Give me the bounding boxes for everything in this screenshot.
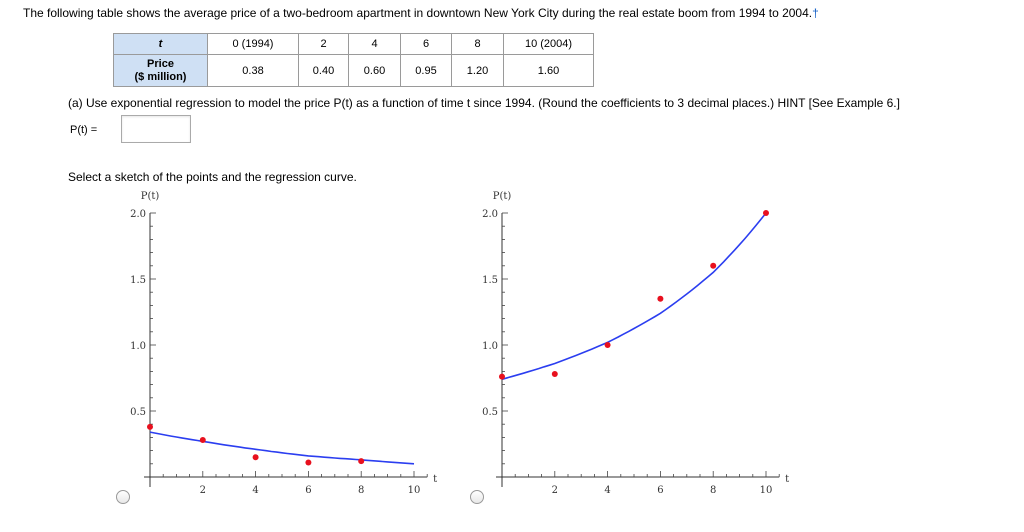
intro-text: The following table shows the average pr… [23, 6, 819, 20]
data-point [252, 454, 259, 461]
question-text: (a) Use exponential regression to model … [68, 96, 900, 110]
answer-label: P(t) = [70, 124, 98, 136]
x-tick-label: 8 [358, 485, 364, 496]
y-tick-label: 0.5 [130, 407, 146, 418]
x-tick-label: 6 [305, 485, 311, 496]
footnote-dagger-link[interactable]: † [812, 6, 819, 20]
x-tick-label: 2 [200, 485, 206, 496]
table-cell: 0.95 [400, 54, 452, 87]
y-tick-label: 1.0 [482, 341, 498, 352]
table-cell: 10 (2004) [503, 33, 594, 55]
x-tick-label: 10 [760, 485, 773, 496]
table-cell: 6 [400, 33, 452, 55]
y-tick-label: 1.5 [482, 275, 498, 286]
table-cell: 0 (1994) [207, 33, 299, 55]
y-tick-label: 1.5 [130, 275, 146, 286]
x-tick-label: 4 [604, 485, 610, 496]
data-point [763, 210, 769, 216]
table-header-price: Price ($ million) [113, 54, 208, 87]
option-a-graph: 2 4 6 8 10 0.5 1.0 1.5 2.0 P(t) t [130, 191, 437, 496]
table-row-price: Price ($ million) 0.38 0.40 0.60 0.95 1.2… [113, 54, 594, 87]
regression-curve [149, 431, 415, 465]
data-point [657, 295, 664, 302]
x-tick-label: 10 [408, 485, 421, 496]
table-header-t: t [113, 33, 208, 55]
table-cell: 0.40 [298, 54, 349, 87]
y-tick-label: 1.0 [130, 341, 146, 352]
y-axis-label: P(t) [493, 191, 512, 202]
table-cell: 2 [298, 33, 349, 55]
data-point [499, 373, 505, 380]
data-point [199, 437, 206, 444]
data-point [147, 423, 153, 430]
table-cell: 0.60 [348, 54, 401, 87]
table-row-t: t 0 (1994) 2 4 6 8 10 (2004) [113, 33, 594, 55]
option-a-radio[interactable] [116, 490, 130, 504]
sketch-prompt: Select a sketch of the points and the re… [68, 170, 357, 184]
y-axis-label: P(t) [141, 191, 160, 202]
table-cell: 4 [348, 33, 401, 55]
data-point [604, 342, 611, 348]
price-table: t 0 (1994) 2 4 6 8 10 (2004) Price ($ mil… [113, 33, 594, 87]
x-tick-label: 6 [657, 485, 663, 496]
data-point [358, 458, 365, 465]
y-tick-label: 2.0 [130, 209, 146, 220]
x-tick-label: 4 [252, 485, 258, 496]
data-point [551, 371, 558, 378]
y-tick-label: 2.0 [482, 209, 498, 220]
x-axis-label: t [433, 474, 437, 485]
answer-input[interactable] [121, 115, 191, 143]
table-cell: 8 [451, 33, 504, 55]
data-point [305, 459, 312, 466]
table-cell: 1.60 [503, 54, 594, 87]
table-cell: 1.20 [451, 54, 504, 87]
x-tick-label: 2 [552, 485, 558, 496]
table-cell: 0.38 [207, 54, 299, 87]
data-point [710, 262, 717, 269]
intro-sentence: The following table shows the average pr… [23, 6, 813, 20]
x-axis-label: t [785, 474, 789, 485]
regression-curve [501, 212, 767, 381]
x-tick-label: 8 [710, 485, 716, 496]
option-b-radio[interactable] [470, 490, 484, 504]
y-tick-label: 0.5 [482, 407, 498, 418]
option-b-graph: 2 4 6 8 10 0.5 1.0 1.5 2.0 P(t) t [482, 191, 789, 496]
